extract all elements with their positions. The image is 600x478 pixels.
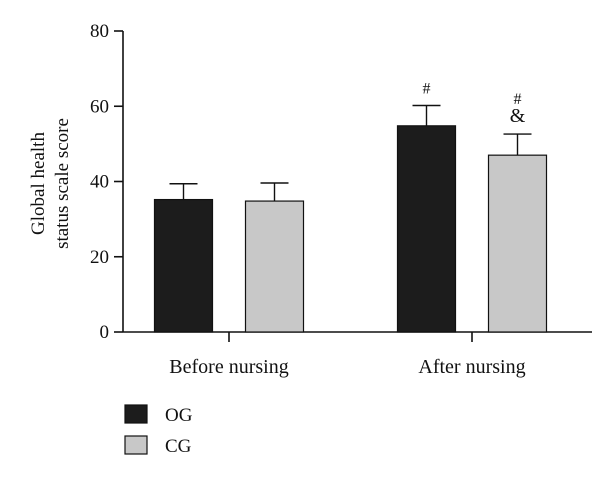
legend-swatch — [124, 404, 148, 424]
legend-swatch — [124, 435, 148, 455]
bar — [487, 154, 548, 333]
significance-annotation: # — [514, 91, 522, 108]
legend-label: CG — [165, 436, 192, 457]
bars — [153, 104, 548, 333]
x-category-label: Before nursing — [169, 356, 288, 378]
y-tick-label: 20 — [90, 247, 109, 268]
y-tick-label: 80 — [90, 21, 109, 42]
y-tick-label: 60 — [90, 96, 109, 117]
significance-annotation: # — [423, 80, 431, 97]
y-axis-title: Global health status scale score — [28, 118, 73, 249]
y-tick-label: 40 — [90, 172, 109, 193]
x-category-label: After nursing — [418, 356, 525, 378]
y-axis-title-line: Global health — [28, 132, 49, 235]
legend: OG CG — [124, 404, 193, 457]
axes: 0 20 40 60 80 Before nursing After nursing — [90, 21, 592, 378]
significance-annotation: & — [510, 105, 526, 127]
legend-label: OG — [165, 405, 193, 426]
y-axis-title-line: status scale score — [52, 118, 73, 249]
y-tick-label: 0 — [100, 322, 110, 343]
annotations: #&# — [423, 80, 526, 127]
bar — [153, 198, 214, 333]
bar — [244, 200, 305, 333]
y-axis-title-text: Global health status scale score — [28, 118, 73, 249]
bar — [396, 125, 457, 333]
